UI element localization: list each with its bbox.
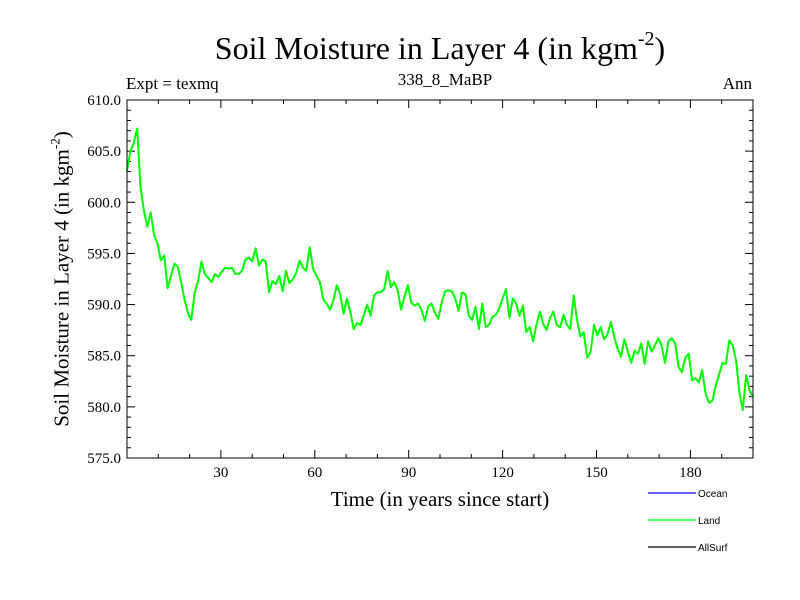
y-tick-label: 585.0 bbox=[87, 349, 121, 365]
plot-frame bbox=[126, 99, 754, 459]
x-tick-label: 180 bbox=[679, 465, 702, 481]
legend-label-land: Land bbox=[698, 516, 720, 527]
y-tick-label: 600.0 bbox=[87, 195, 121, 211]
x-tick-label: 60 bbox=[307, 465, 322, 481]
run-id-label: 338_8_MaBP bbox=[397, 70, 493, 89]
y-tick-label: 575.0 bbox=[87, 451, 121, 467]
season-label: Ann bbox=[722, 74, 752, 93]
chart-title-suffix: ) bbox=[654, 30, 666, 66]
series-layer bbox=[126, 127, 754, 411]
legend-label-ocean: Ocean bbox=[698, 489, 727, 500]
y-tick-label: 605.0 bbox=[87, 144, 121, 160]
y-tick-label: 590.0 bbox=[87, 298, 121, 314]
x-tick-label: 90 bbox=[401, 465, 416, 481]
y-tick-label: 595.0 bbox=[87, 246, 121, 262]
chart-title: Soil Moisture in Layer 4 (in kgm-2) bbox=[0, 28, 800, 67]
x-axis-label: Time (in years since start) bbox=[330, 487, 550, 511]
x-tick-label: 30 bbox=[213, 465, 228, 481]
y-tick-label: 580.0 bbox=[87, 400, 121, 416]
x-tick-label: 150 bbox=[585, 465, 608, 481]
chart-title-superscript: -2 bbox=[637, 28, 655, 50]
series-line-land bbox=[126, 127, 754, 411]
experiment-label: Expt = texmq bbox=[126, 74, 219, 93]
legend: Ocean Land AllSurf bbox=[648, 489, 728, 554]
chart-title-text: Soil Moisture in Layer 4 (in kgm bbox=[214, 30, 638, 66]
y-tick-label: 610.0 bbox=[87, 93, 121, 109]
x-tick-label: 120 bbox=[491, 465, 514, 481]
legend-label-allsurf: AllSurf bbox=[698, 543, 728, 554]
axis-ticks: 575.0 580.0 585.0 590.0 595.0 600.0 605.0 610.0… bbox=[87, 93, 753, 481]
